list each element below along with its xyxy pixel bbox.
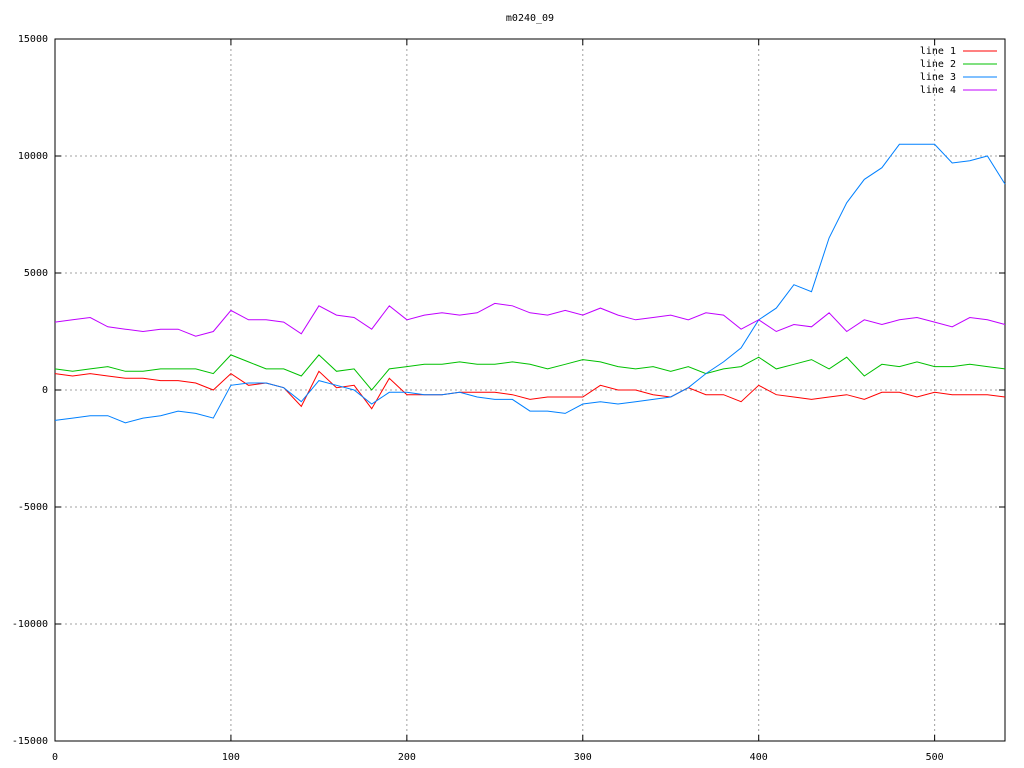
y-tick-label: -15000 — [12, 736, 48, 747]
y-tick-label: -10000 — [12, 619, 48, 630]
series-line — [54, 302, 1006, 337]
series-line — [54, 354, 1006, 391]
series-line — [54, 370, 1006, 410]
y-tick-label: 10000 — [18, 151, 48, 162]
chart-title: m0240_09 — [506, 13, 554, 24]
legend-label: line 1 — [920, 46, 956, 57]
x-tick-label: 200 — [398, 752, 416, 763]
x-tick-label: 100 — [222, 752, 240, 763]
series-line — [54, 143, 1006, 424]
y-tick-label: -5000 — [18, 502, 48, 513]
x-tick-label: 500 — [926, 752, 944, 763]
legend-label: line 2 — [920, 59, 956, 70]
x-tick-label: 300 — [574, 752, 592, 763]
x-tick-label: 400 — [750, 752, 768, 763]
legend-label: line 4 — [920, 85, 956, 96]
y-tick-label: 15000 — [18, 34, 48, 45]
y-tick-label: 5000 — [24, 268, 48, 279]
y-tick-label: 0 — [42, 385, 48, 396]
x-tick-label: 0 — [52, 752, 58, 763]
legend-label: line 3 — [920, 72, 956, 83]
